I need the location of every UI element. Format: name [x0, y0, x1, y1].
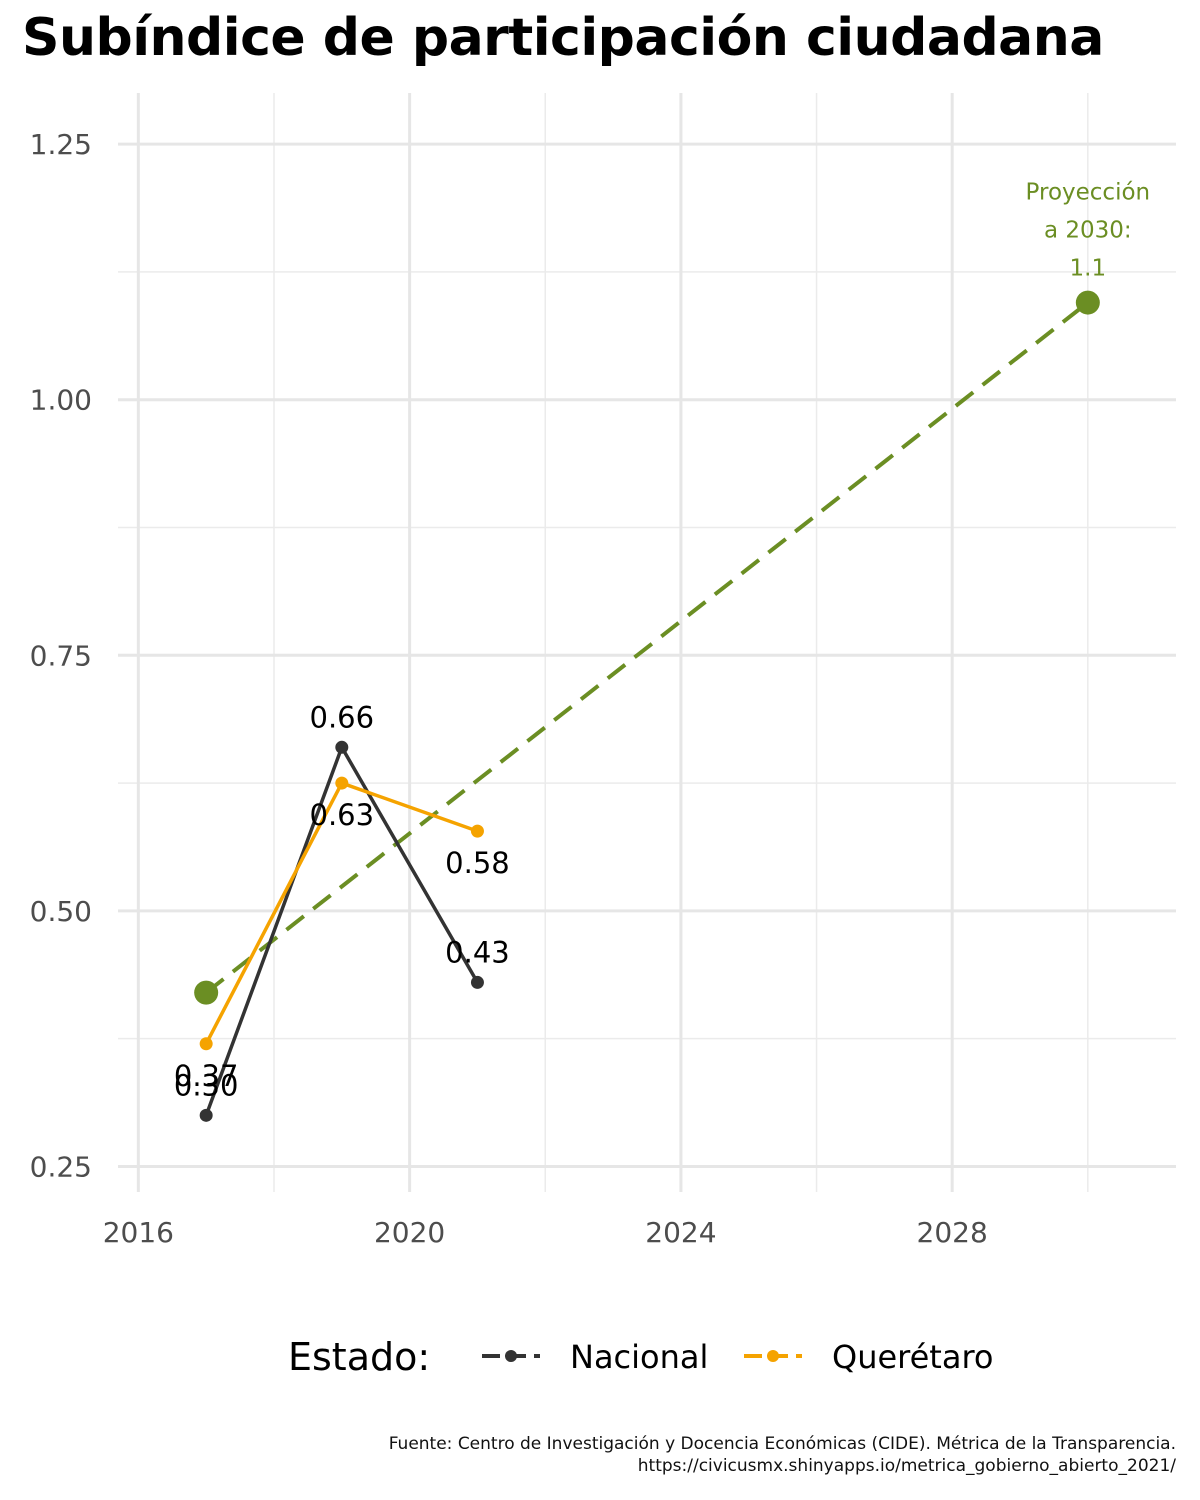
- legend-title: Estado:: [288, 1335, 430, 1379]
- grid-lines: [118, 93, 1176, 1192]
- data-label: 0.58: [445, 846, 510, 880]
- data-point: [199, 1108, 213, 1122]
- legend-label: Nacional: [570, 1338, 708, 1376]
- chart-title: Subíndice de participación ciudadana: [22, 8, 1104, 68]
- data-labels: 0.30 0.66 0.43 0.37 0.63 0.58 Proyección a 2030…: [174, 180, 1150, 1103]
- y-tick-label: 1.00: [30, 384, 92, 417]
- axis-labels: 0.25 0.50 0.75 1.00 1.25 2016 2020 2024 2028: [30, 128, 988, 1249]
- projection-annotation: a 2030:: [1044, 218, 1132, 244]
- x-tick-label: 2020: [374, 1216, 445, 1249]
- line-chart: 0.25 0.50 0.75 1.00 1.25 2016 2020 2024 2028 0.3…: [30, 93, 1176, 1249]
- projection-point: [194, 980, 219, 1005]
- projection-annotation: 1.1: [1070, 256, 1107, 282]
- data-label: 0.30: [174, 1068, 239, 1102]
- data-point: [335, 776, 349, 790]
- data-label: 0.63: [310, 798, 375, 832]
- data-point: [335, 740, 349, 754]
- projection-point: [1075, 290, 1100, 315]
- data-label: 0.43: [445, 935, 510, 969]
- x-tick-label: 2024: [645, 1216, 716, 1249]
- y-tick-label: 1.25: [30, 128, 92, 161]
- chart-marks: [194, 290, 1100, 1122]
- y-tick-label: 0.75: [30, 639, 92, 672]
- data-point: [199, 1037, 213, 1051]
- data-label: 0.66: [310, 700, 375, 734]
- data-point: [470, 975, 484, 989]
- legend-key-point: [767, 1350, 779, 1362]
- x-tick-label: 2016: [103, 1216, 174, 1249]
- legend-key-point: [505, 1350, 517, 1362]
- y-tick-label: 0.50: [30, 895, 92, 928]
- data-point: [470, 824, 484, 838]
- projection-line: [204, 301, 1090, 995]
- data-label: 0.37: [174, 1059, 239, 1093]
- source-url: https://civicusmx.shinyapps.io/metrica_g…: [637, 1456, 1176, 1476]
- source-note: Fuente: Centro de Investigación y Docenc…: [389, 1433, 1176, 1477]
- legend-label: Querétaro: [832, 1338, 993, 1376]
- source-line-1: Fuente: Centro de Investigación y Docenc…: [388, 1434, 1176, 1454]
- x-tick-label: 2028: [917, 1216, 988, 1249]
- projection-annotation: Proyección: [1026, 180, 1151, 206]
- y-tick-label: 0.25: [30, 1150, 92, 1183]
- legend: Estado: Nacional Querétaro: [288, 1335, 993, 1379]
